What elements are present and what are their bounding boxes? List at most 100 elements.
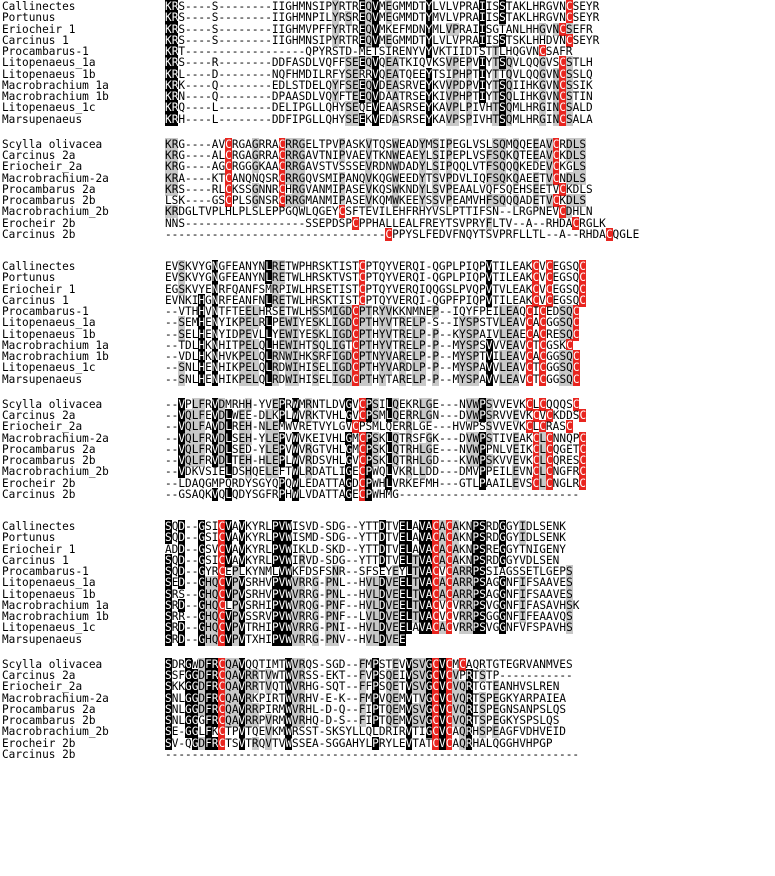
species-name: Portunus — [2, 532, 56, 544]
sequence-row: Eriocheir_2a --VQLFAVDLREH-NLEMWVRETVYLGV… — [2, 420, 773, 434]
sequence-text: SQD--GSICVAVKYRLPVWIRVD-SDG--YTTDTVELTVA… — [165, 553, 560, 567]
sequence-row: Erocheir_2b SV-QGDFRCTSVTRQVTVWSSEA-SGGAH… — [2, 736, 773, 750]
sequence-row: Marsupenaeus SRD--GHQCVPVTXHIPVWVRRG-PNV-… — [2, 632, 773, 646]
sequence-text: SNLGGDFRCQAVRRPIRMWVRHL-D-Q--FIPTQEMVSVG… — [165, 702, 567, 716]
sequence-row: Marsupenaeus KRH----L--------DDFIPGLLQHYS… — [2, 112, 773, 126]
sequence-row: Callinectes KRS----S--------IIGHMNSIPYRTR… — [2, 0, 773, 13]
sequence-row: Carcinus_1 EVNKIHGNRFEANFNLRETWLHRSKTISTC… — [2, 293, 773, 307]
sequence-row: Litopenaeus_1c --SNLHENHIKPELQLRDWIHISELI… — [2, 361, 773, 375]
sequence-group: Scylla_olivacea SDRGWDFRCQAVQQTIMTWVRQS-S… — [2, 657, 773, 760]
block-gap — [2, 500, 773, 521]
group-gap — [2, 645, 773, 659]
sequence-row: Litopenaeus_1b --SELHENYIDPEVLLYEWIYESKLI… — [2, 327, 773, 341]
sequence-row: Procambarus-1 KRT------------------QPYRST… — [2, 45, 773, 58]
sequence-group: Scylla_olivacea --VPLFRVDMRHH-YVEPRWMRNTL… — [2, 397, 773, 501]
species-name: Procambarus_2b — [2, 195, 96, 207]
species-name: Carcinus_2a — [2, 150, 76, 162]
sequence-row: Carcinus_2a KRG----ALCRGAGRRACRRGAVTNIPVA… — [2, 149, 773, 162]
species-name: Procambarus_2a — [2, 443, 96, 455]
species-name: Eriocheir_2a — [2, 681, 83, 693]
species-name: Litopenaeus_1b — [2, 68, 96, 80]
sequence-row: Macrobrachium_1b SRR--GHQCVPVSSRVPVWVRRG-… — [2, 610, 773, 623]
sequence-row: Portunus EVSKVYGNGFEANYNLRETWLHRSKTVSTCPT… — [2, 271, 773, 285]
species-name: Erocheir_2b — [2, 737, 76, 749]
sequence-row: Litopenaeus_1a --SEMHENYIKPELRLPEWIYESKLI… — [2, 316, 773, 330]
sequence-text: NNS------------------SSEPDSPCPPHALLEALFR… — [165, 216, 606, 230]
sequence-alignment: Callinectes KRS----S--------IIGHMNSIPYRTR… — [2, 0, 773, 760]
sequence-row: Macrobrachium_1b --VDLHKNHVKPELQLRNWIHKSR… — [2, 350, 773, 363]
species-name: Scylla_olivacea — [2, 138, 103, 150]
block-gap — [2, 240, 773, 261]
sequence-text: KRG----ALCRGAGRRACRRGAVTNIPVAEVTKNWEAEYL… — [165, 149, 587, 162]
sequence-text: KRS----RLCKSSGNNRCHRGVANMIPASEVKQSWKNDYL… — [165, 182, 593, 196]
sequence-row: Macrobrachium-2a KRA----KTCANQNQSRCRRGQVS… — [2, 171, 773, 185]
species-name: Litopenaeus_1a — [2, 57, 96, 69]
species-name: Litopenaeus_1a — [2, 577, 96, 589]
species-name: Marsupenaeus — [2, 113, 83, 125]
sequence-row: Eriocheir_2a SKKGGDFRCQAVRRTVQTWVRHG-SQT-… — [2, 680, 773, 694]
species-name: Litopenaeus_1c — [2, 102, 96, 114]
sequence-text: --GSAQKVQLQDYSGFRPHWLVDATTAGECPWHMG-----… — [165, 487, 580, 501]
species-name: Litopenaeus_1b — [2, 328, 96, 340]
sequence-text: KRS----S--------IIGHMVPFFYRTREQVMKEFMDNY… — [165, 22, 593, 36]
sequence-row: Macrobrachium_2b KRDGLTVPLHLPLSLEPPGQWLQG… — [2, 205, 773, 219]
species-name: Carcinus_2a — [2, 410, 76, 422]
sequence-text: KRS----R--------DDFASDLVQFFSEEQVQEATKIQV… — [165, 56, 593, 70]
species-name: Scylla_olivacea — [2, 398, 103, 410]
sequence-text: KRDGLTVPLHLPLSLEPPGQWLQGEYCSFTEVILEHFRHY… — [165, 205, 593, 219]
sequence-row: Carcinus_2a SSFGGDFRCQAVRRTVWTWVRSS-EKT--… — [2, 669, 773, 682]
sequence-row: Carcinus_2b -----------------------------… — [2, 227, 773, 241]
alignment-block: Callinectes KRS----S--------IIGHMNSIPYRTR… — [2, 0, 773, 241]
sequence-text: KRG----AGCRGGGKAACRRGAVSTVSSSEVRDNWDADYL… — [165, 160, 587, 174]
species-name: Callinectes — [2, 261, 76, 273]
sequence-row: Portunus KRS----S--------IIGHMNPILYRSREQV… — [2, 11, 773, 25]
group-gap — [2, 125, 773, 139]
sequence-row: Litopenaeus_1b SRS--GHQCVPVSRHVPVWVRRG-PN… — [2, 587, 773, 601]
sequence-text: KRS----S--------IIGHMNPILYRSREQVMEGMMDTY… — [165, 11, 600, 25]
species-name: Litopenaeus_1a — [2, 317, 96, 329]
sequence-row: Carcinus_2b --GSAQKVQLQDYSGFRPHWLVDATTAGE… — [2, 487, 773, 501]
sequence-group: Callinectes EVSKVYGNGFEANYNLRETWPHRSKTIST… — [2, 260, 773, 386]
species-name: Procambarus_2b — [2, 715, 96, 727]
sequence-row: Callinectes SQD--GSICVAVKYRLPVWISVD-SDG--… — [2, 520, 773, 533]
sequence-text: SED--GHQCVPVSRHVPVWVRRG-PNL--HVLDVEELTVA… — [165, 576, 573, 590]
sequence-text: SRD--GHQCVPVTRHIPVWVRRG-PNI--HVLDVEELAVA… — [165, 621, 573, 635]
sequence-text: --VQLFRVDLTEH-HLEPLWVRDSVHLGVCPSKLQTRHLG… — [165, 454, 587, 467]
species-name: Macrobrachium_1a — [2, 79, 109, 91]
sequence-text: --VQLFRVDLSEH-YLEPVWVKEIVHLGMCPSKLQTRSFG… — [165, 431, 587, 445]
species-name: Procambarus_2a — [2, 183, 96, 195]
sequence-row: Procambarus_2b SNLGGGFRCQAVRRPVRMWVRHQ-D-… — [2, 714, 773, 727]
sequence-row: Litopenaeus_1a SED--GHQCVPVSRHVPVWVRRG-PN… — [2, 576, 773, 590]
species-name: Macrobrachium_1a — [2, 599, 109, 611]
sequence-text: --LDAQGMPQRDYSGYQPQWLEDATTAGDCPWHLVRKEFM… — [165, 476, 586, 490]
species-name: Procambarus-1 — [2, 306, 89, 318]
sequence-row: Litopenaeus_1a KRS----R--------DDFASDLVQF… — [2, 56, 773, 70]
sequence-group: Scylla_olivacea KRG----AVCRGAGRRACRRGELTP… — [2, 137, 773, 241]
sequence-text: KRS----S--------IIGHMNSIPYRTREQVMEGMMDTY… — [165, 0, 600, 13]
sequence-row: Carcinus_1 KRS----S--------IIGHMNSIPYRTRE… — [2, 33, 773, 47]
species-name: Macrobrachium_2b — [2, 206, 109, 218]
sequence-row: Eriocheir_1 ADD--GSVCVAVKYRLPVWIKLD-SKD--… — [2, 542, 773, 556]
sequence-row: Carcinus_1 SQD--GSICVAVKYRLPVWIRVD-SDG--Y… — [2, 553, 773, 567]
sequence-text: --SNLHENHIKPELQLRDWIHISELIGDCPTHYTARELP-… — [165, 372, 580, 386]
sequence-text: KRH----L--------DDFIPGLLQHYSEEKVEDASRSEY… — [165, 112, 593, 126]
species-name: Marsupenaeus — [2, 373, 83, 385]
sequence-row: Procambarus_2b --VQLFRVDLTEH-HLEPLWVRDSVH… — [2, 454, 773, 467]
sequence-text: KRK----Q--------EDLSTDELQYFSEEQVDEASRVEY… — [165, 78, 593, 92]
sequence-text: EVSKVYGNGFEANYNLRETWPHRSKTISTCPTQYVERQI-… — [165, 260, 586, 273]
species-name: Eriocheir_2a — [2, 161, 83, 173]
species-name: Macrobrachium_2b — [2, 466, 109, 478]
sequence-row: Procambarus_2a KRS----RLCKSSGNNRCHRGVANMI… — [2, 182, 773, 196]
species-name: Marsupenaeus — [2, 633, 83, 645]
species-name: Macrobrachium-2a — [2, 432, 109, 444]
sequence-text: SSFGGDFRCQAVRRTVWTWVRSS-EKT--FVPSQEIVSVG… — [165, 669, 573, 682]
sequence-row: Procambarus-1 --VTHHVNTFTEELHRSETWLHSSMIG… — [2, 305, 773, 318]
species-name: Macrobrachium_2b — [2, 726, 109, 738]
sequence-text: SRS--GHQCVPVSRHVPVWVRRG-PNL--HVLDVEELTVA… — [165, 587, 573, 601]
species-name: Scylla_olivacea — [2, 658, 103, 670]
sequence-row: Litopenaeus_1c KRQ----L--------DELIPGLLQH… — [2, 101, 773, 115]
sequence-group: Callinectes KRS----S--------IIGHMNSIPYRTR… — [2, 0, 773, 126]
species-name: Carcinus_1 — [2, 554, 69, 566]
sequence-text: KRL----D--------NQFHMDILRFYSERRVQEATQEEY… — [165, 67, 593, 81]
sequence-row: Macrobrachium-2a --VQLFRVDLSEH-YLEPVWVKEI… — [2, 431, 773, 445]
